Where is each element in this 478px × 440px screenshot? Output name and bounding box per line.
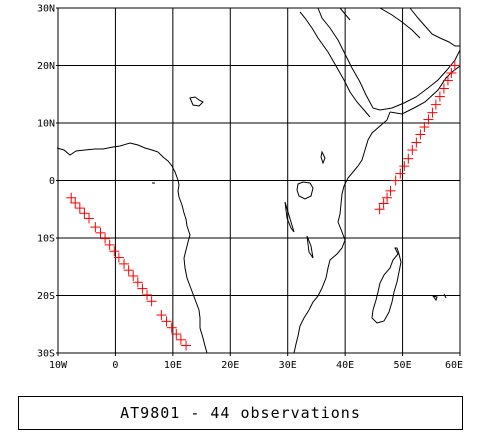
observation-marker bbox=[403, 153, 414, 164]
observation-marker bbox=[137, 283, 148, 294]
observation-markers bbox=[66, 60, 460, 351]
observation-marker bbox=[119, 258, 130, 269]
observation-marker bbox=[449, 60, 460, 71]
observation-marker bbox=[142, 289, 153, 300]
lon-label: 60E bbox=[445, 360, 463, 371]
lon-label: 30E bbox=[279, 360, 297, 371]
observation-marker bbox=[175, 334, 186, 345]
latitude-labels: 30N 20N 10N 0 10S 20S 30S bbox=[37, 4, 58, 360]
observation-marker bbox=[442, 75, 453, 86]
observation-marker bbox=[181, 340, 192, 351]
lat-label: 20N bbox=[37, 61, 55, 72]
observation-marker bbox=[390, 175, 401, 186]
observation-marker bbox=[74, 203, 85, 214]
observation-marker bbox=[79, 208, 90, 219]
observation-marker bbox=[66, 192, 77, 203]
observation-marker bbox=[161, 316, 172, 327]
observation-marker bbox=[90, 222, 101, 233]
observation-marker bbox=[430, 99, 441, 110]
ocean-observation-map: 30N 20N 10N 0 10S 20S 30S 10W 0 10E 20E 30E 40E 50E 6… bbox=[37, 4, 463, 372]
observation-marker bbox=[146, 296, 157, 307]
observation-marker bbox=[166, 322, 177, 333]
observation-marker bbox=[395, 168, 406, 179]
observation-marker bbox=[385, 185, 396, 196]
observation-marker bbox=[128, 270, 139, 281]
observation-marker bbox=[156, 310, 167, 321]
lat-label: 20S bbox=[37, 291, 55, 302]
lat-lon-grid bbox=[58, 8, 460, 353]
observation-marker bbox=[374, 204, 385, 215]
observation-marker bbox=[113, 252, 124, 263]
lon-label: 50E bbox=[394, 360, 412, 371]
observation-marker bbox=[382, 192, 393, 203]
observation-marker bbox=[434, 91, 445, 102]
caption: AT9801 - 44 observations bbox=[120, 404, 361, 422]
observation-marker bbox=[446, 67, 457, 78]
observation-marker bbox=[70, 197, 81, 208]
observation-marker bbox=[411, 137, 422, 148]
caption-box: AT9801 - 44 observations bbox=[18, 396, 463, 430]
observation-marker bbox=[171, 329, 182, 340]
lon-label: 20E bbox=[221, 360, 239, 371]
longitude-labels: 10W 0 10E 20E 30E 40E 50E 60E bbox=[49, 353, 463, 371]
lon-label: 10E bbox=[164, 360, 182, 371]
observation-marker bbox=[84, 213, 95, 224]
lat-label: 30N bbox=[37, 4, 55, 15]
observation-marker bbox=[427, 107, 438, 118]
lat-label: 10N bbox=[37, 119, 55, 130]
lat-label: 10S bbox=[37, 234, 55, 245]
lon-label: 10W bbox=[49, 360, 68, 371]
observation-marker bbox=[109, 246, 120, 257]
observation-marker bbox=[123, 265, 134, 276]
lon-label: 0 bbox=[112, 360, 118, 371]
observation-marker bbox=[423, 114, 434, 125]
observation-marker bbox=[378, 198, 389, 209]
observation-marker bbox=[100, 233, 111, 244]
lat-label: 0 bbox=[49, 176, 55, 187]
observation-marker bbox=[104, 239, 115, 250]
lon-label: 40E bbox=[336, 360, 354, 371]
observation-marker bbox=[419, 122, 430, 133]
observation-marker bbox=[95, 227, 106, 238]
observation-marker bbox=[407, 145, 418, 156]
observation-marker bbox=[132, 277, 143, 288]
lat-label: 30S bbox=[37, 349, 55, 360]
observation-marker bbox=[399, 161, 410, 172]
observation-marker bbox=[438, 83, 449, 94]
observation-marker bbox=[415, 129, 426, 140]
